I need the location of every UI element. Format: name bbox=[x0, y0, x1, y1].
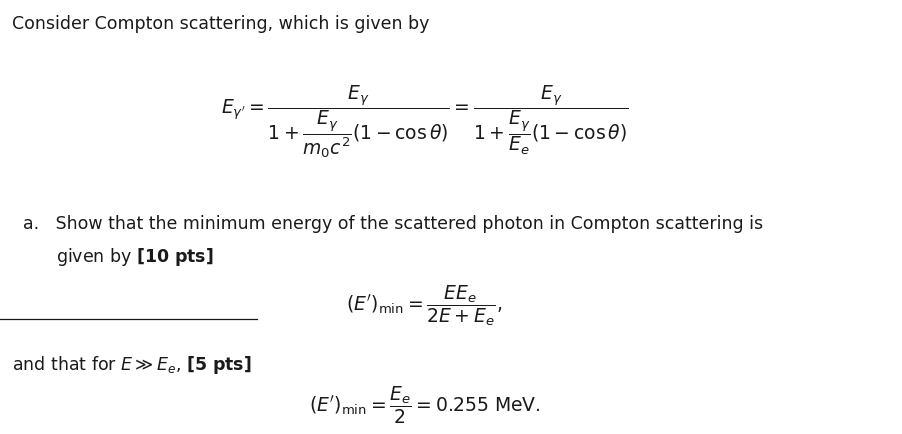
Text: $(E')_{\mathrm{min}} = \dfrac{EE_e}{2E+E_e},$: $(E')_{\mathrm{min}} = \dfrac{EE_e}{2E+E… bbox=[346, 284, 502, 328]
Text: a.   Show that the minimum energy of the scattered photon in Compton scattering : a. Show that the minimum energy of the s… bbox=[23, 215, 762, 233]
Text: $(E')_{\mathrm{min}} = \dfrac{E_e}{2} = 0.255\ \mathrm{MeV}.$: $(E')_{\mathrm{min}} = \dfrac{E_e}{2} = … bbox=[308, 385, 539, 426]
Text: given by $\mathbf{[10\ pts]}$: given by $\mathbf{[10\ pts]}$ bbox=[23, 246, 213, 268]
Text: and that for $E \gg E_e$, $\mathbf{[5\ pts]}$: and that for $E \gg E_e$, $\mathbf{[5\ p… bbox=[12, 354, 251, 376]
Text: $E_{\gamma'} = \dfrac{E_\gamma}{1+\dfrac{E_\gamma}{m_0c^2}(1-\cos\theta)} = \dfr: $E_{\gamma'} = \dfrac{E_\gamma}{1+\dfrac… bbox=[220, 83, 628, 160]
Text: Consider Compton scattering, which is given by: Consider Compton scattering, which is gi… bbox=[12, 15, 428, 33]
